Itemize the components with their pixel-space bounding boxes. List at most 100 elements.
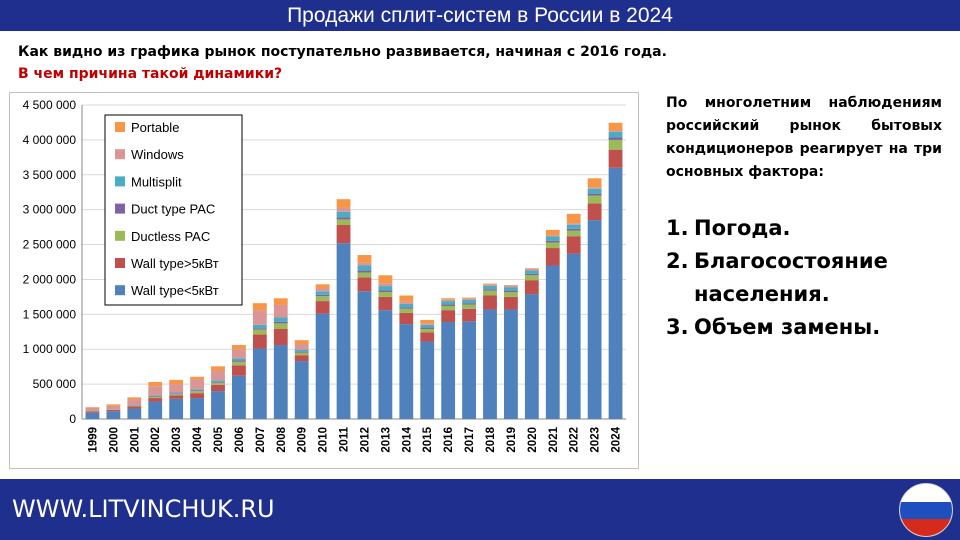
bar-segment [273, 304, 288, 318]
x-tick-label: 2015 [422, 426, 434, 452]
bar-segment [566, 223, 581, 225]
y-tick-label: 3 000 000 [23, 203, 77, 217]
bar-segment [190, 390, 204, 392]
bar-segment [273, 321, 288, 324]
bar-segment [273, 328, 288, 346]
bar-segment [169, 395, 184, 399]
bar-segment [483, 309, 497, 419]
bar-segment [441, 305, 456, 311]
bar-segment [190, 389, 204, 391]
bar-segment [399, 295, 414, 302]
bar-segment [566, 213, 581, 224]
bar-segment [127, 397, 142, 400]
bar-segment [315, 284, 330, 289]
bar-segment [504, 285, 518, 288]
bar-segment [483, 284, 497, 286]
bar-segment [252, 329, 267, 335]
bar-segment [587, 188, 602, 194]
legend-swatch [115, 230, 125, 241]
factor-item: 3. Объем замены. [666, 311, 956, 344]
x-tick-label: 2020 [527, 427, 539, 453]
bar-segment [378, 310, 393, 419]
sales-chart: 0 500 000 1 000 000 1 500 000 2 000 000 2 500… [9, 92, 639, 469]
x-tick-label: 2023 [590, 427, 602, 453]
factor-number: 1. [666, 216, 689, 240]
bar-segment [504, 285, 518, 286]
bar-segment [336, 225, 351, 244]
bar-segment [462, 308, 476, 322]
bar-segment [357, 270, 372, 273]
bar-segment [211, 366, 225, 371]
page-title: Продажи сплит-систем в России в 2024 [287, 4, 673, 27]
bar-segment [378, 290, 393, 293]
bar-segment [587, 220, 602, 419]
bar-segment [294, 352, 309, 356]
bar-segment [462, 321, 476, 419]
bar-segment [148, 396, 163, 399]
bar-segment [273, 317, 288, 322]
bar-segment [524, 268, 539, 269]
bar-segment [441, 310, 456, 323]
x-tick-label: 2011 [339, 426, 351, 452]
bar-segment [420, 341, 435, 419]
bar-segment [127, 399, 142, 406]
bar-segment [545, 235, 560, 237]
bar-segment [545, 248, 560, 266]
bar-segment [524, 273, 539, 276]
x-tick-label: 2022 [569, 427, 581, 453]
factor-number: 2. [666, 249, 689, 273]
bar-segment [294, 349, 309, 352]
bar-segment [462, 304, 476, 309]
bar-segment [441, 322, 456, 419]
bar-segment [378, 292, 393, 297]
intro-text: Как видно из графика рынок поступательно… [18, 41, 718, 85]
bar-segment [190, 393, 204, 399]
bar-segment [608, 149, 623, 168]
bar-segment [608, 130, 623, 132]
bar-segment [504, 309, 518, 419]
bar-segment [169, 393, 184, 396]
factor-text: Погода. [694, 216, 791, 240]
bar-segment [127, 408, 142, 419]
bar-segment [483, 283, 497, 285]
bar-segment [566, 230, 581, 237]
bar-segment [524, 268, 539, 271]
bar-segment [232, 365, 246, 376]
bar-segment [148, 382, 163, 387]
bar-segment [378, 286, 393, 291]
stacked-bar-chart: 0 500 000 1 000 000 1 500 000 2 000 000 2 500… [23, 98, 626, 453]
bar-segment [232, 375, 246, 419]
bar-segment [524, 270, 539, 274]
x-tick-label: 2010 [318, 427, 330, 453]
bar-segment [357, 265, 372, 271]
bar-segment [252, 348, 267, 419]
bar-segment [399, 301, 414, 304]
bar-segment [169, 384, 184, 393]
bar-segment [483, 295, 497, 310]
x-tick-label: 2019 [506, 427, 518, 453]
bar-segment [399, 308, 414, 313]
footer-banner: WWW.LITVINCHUK.RU [0, 479, 960, 540]
bar-segment [504, 296, 518, 310]
bar-segment [294, 340, 309, 344]
bar-segment [148, 395, 163, 397]
bar-segment [211, 381, 225, 383]
website-link[interactable]: WWW.LITVINCHUK.RU [12, 495, 275, 523]
legend-label: Ductless PAC [131, 229, 210, 244]
legend-swatch [115, 203, 125, 214]
bar-segment [420, 332, 435, 342]
bar-segment [336, 211, 351, 218]
bar-segment [273, 323, 288, 329]
bar-segment [462, 298, 476, 300]
bar-segment [378, 296, 393, 311]
x-tick-label: 2024 [611, 426, 623, 452]
bar-segment [545, 240, 560, 243]
bar-segment [294, 343, 309, 350]
bar-segment [211, 384, 225, 392]
bar-segment [399, 312, 414, 325]
x-tick-label: 2000 [108, 427, 120, 453]
bar-segment [190, 379, 204, 390]
bar-segment [566, 236, 581, 254]
x-tick-label: 2017 [464, 427, 476, 453]
legend-label: Duct type PAC [131, 202, 215, 217]
